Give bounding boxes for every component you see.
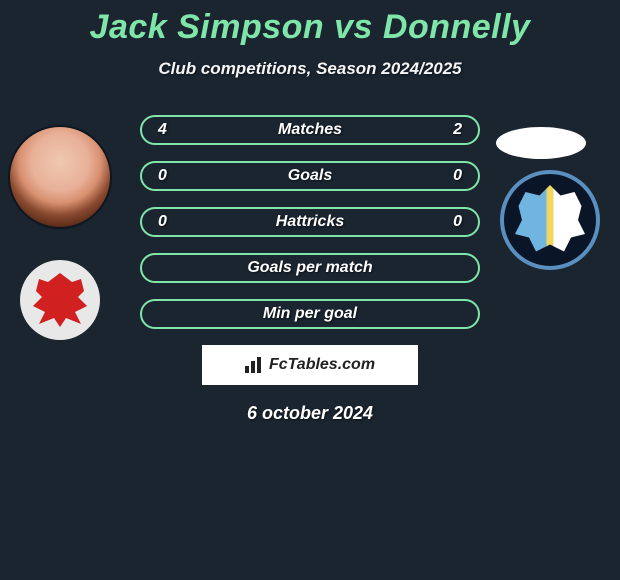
stat-label: Goals per match (247, 259, 372, 277)
stat-label: Matches (278, 121, 342, 139)
stat-row-mpg: Min per goal (140, 299, 480, 329)
team-left-badge (20, 260, 100, 340)
eagle-icon (515, 185, 585, 255)
stat-left-value: 4 (158, 121, 167, 139)
stat-left-value: 0 (158, 167, 167, 185)
stat-row-hattricks: 0 Hattricks 0 (140, 207, 480, 237)
bar-chart-icon (245, 357, 265, 373)
player-left-avatar (8, 125, 112, 229)
stat-label: Hattricks (276, 213, 344, 231)
stat-row-goals: 0 Goals 0 (140, 161, 480, 191)
date-label: 6 october 2024 (0, 403, 620, 424)
stat-row-gpm: Goals per match (140, 253, 480, 283)
watermark-text: FcTables.com (269, 356, 375, 374)
dragon-icon (30, 270, 90, 330)
stat-row-matches: 4 Matches 2 (140, 115, 480, 145)
stat-right-value: 0 (453, 213, 462, 231)
team-right-badge (500, 170, 600, 270)
stat-left-value: 0 (158, 213, 167, 231)
stat-right-value: 2 (453, 121, 462, 139)
stat-label: Min per goal (263, 305, 357, 323)
subtitle: Club competitions, Season 2024/2025 (0, 59, 620, 79)
stat-right-value: 0 (453, 167, 462, 185)
player-right-avatar (496, 127, 586, 159)
watermark: FcTables.com (202, 345, 418, 385)
comparison-panel: 4 Matches 2 0 Goals 0 0 Hattricks 0 Goal… (0, 115, 620, 424)
stat-label: Goals (288, 167, 332, 185)
page-title: Jack Simpson vs Donnelly (0, 0, 620, 47)
